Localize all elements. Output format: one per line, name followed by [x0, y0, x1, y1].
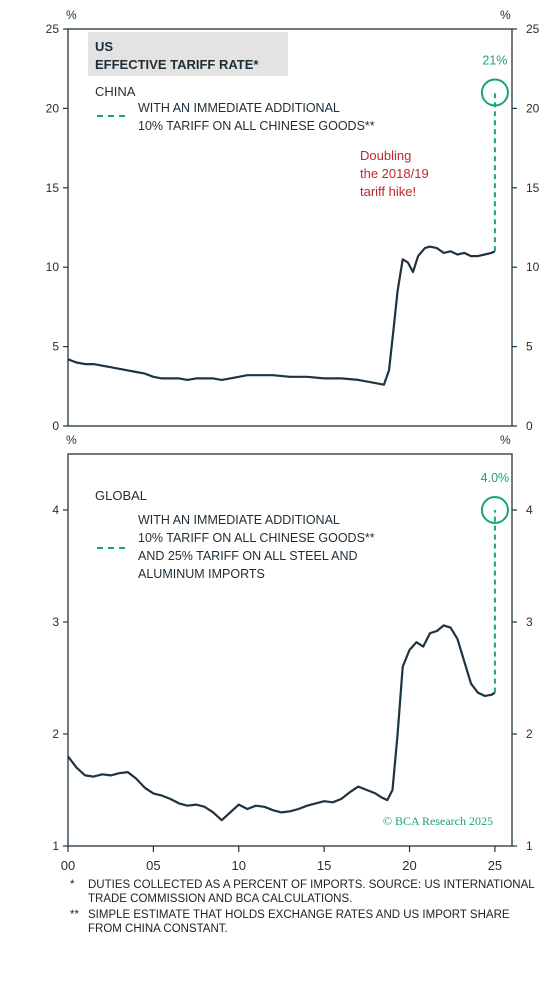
top-ytick-label-left: 25: [46, 22, 60, 36]
xtick-label: 10: [232, 858, 246, 873]
top-legend-line1: WITH AN IMMEDIATE ADDITIONAL: [138, 101, 340, 115]
top-ytick-label-right: 20: [526, 101, 540, 115]
top-ytick-label-right: 5: [526, 340, 533, 354]
footnote-2-text: SIMPLE ESTIMATE THAT HOLDS EXCHANGE RATE…: [88, 909, 510, 935]
callout-line2: the 2018/19: [360, 166, 429, 181]
top-ytick-label-left: 10: [46, 260, 60, 274]
top-panel-label: CHINA: [95, 84, 136, 99]
footnote-2-mark: **: [70, 909, 79, 921]
bottom-ytick-label-right: 2: [526, 727, 533, 741]
footnote-1-text: DUTIES COLLECTED AS A PERCENT OF IMPORTS…: [88, 879, 535, 905]
bottom-endpoint-circle: [480, 496, 509, 524]
top-right-unit: %: [500, 8, 511, 22]
bottom-legend-line1: WITH AN IMMEDIATE ADDITIONAL: [138, 513, 340, 527]
top-ytick-label-left: 0: [52, 419, 59, 433]
chart-title-line2: EFFECTIVE TARIFF RATE*: [95, 57, 259, 72]
xtick-label: 05: [146, 858, 160, 873]
bottom-right-unit: %: [500, 433, 511, 447]
bottom-ytick-label-right: 3: [526, 615, 533, 629]
bottom-ytick-label-left: 3: [52, 615, 59, 629]
bottom-panel-frame: [67, 453, 513, 847]
title-background: [88, 32, 288, 76]
bottom-ytick-label-left: 1: [52, 839, 59, 853]
bottom-ytick-label-left: 2: [52, 727, 59, 741]
bottom-series-line: [67, 624, 496, 822]
top-ytick-label-right: 15: [526, 181, 540, 195]
footnote-1-mark: *: [70, 879, 75, 891]
top-ytick-label-left: 20: [46, 101, 60, 115]
xtick-label: 25: [488, 858, 502, 873]
bottom-legend-line4: ALUMINUM IMPORTS: [138, 567, 265, 581]
top-ytick-label-right: 25: [526, 22, 540, 36]
bottom-panel-label: GLOBAL: [95, 488, 147, 503]
callout-line1: Doubling: [360, 148, 411, 163]
bottom-ytick-label-right: 1: [526, 839, 533, 853]
top-ytick-label-right: 0: [526, 419, 533, 433]
top-legend-line2: 10% TARIFF ON ALL CHINESE GOODS**: [138, 119, 375, 133]
top-left-unit: %: [66, 8, 77, 22]
bottom-ytick-label-left: 4: [52, 503, 59, 517]
bottom-ytick-label-right: 4: [526, 503, 533, 517]
xtick-label: 00: [61, 858, 75, 873]
callout-line3: tariff hike!: [360, 184, 416, 199]
xtick-label: 20: [402, 858, 416, 873]
footnote-2: ** SIMPLE ESTIMATE THAT HOLDS EXCHANGE R…: [70, 908, 540, 936]
footnote-1: * DUTIES COLLECTED AS A PERCENT OF IMPOR…: [70, 878, 540, 906]
top-ytick-label-left: 15: [46, 181, 60, 195]
footnotes: * DUTIES COLLECTED AS A PERCENT OF IMPOR…: [70, 878, 540, 938]
xtick-label: 15: [317, 858, 331, 873]
top-endpoint-circle: [480, 78, 509, 107]
bottom-endpoint-label: 4.0%: [481, 471, 510, 485]
bottom-legend-line3: AND 25% TARIFF ON ALL STEEL AND: [138, 549, 358, 563]
bottom-left-unit: %: [66, 433, 77, 447]
top-ytick-label-right: 10: [526, 260, 540, 274]
top-endpoint-label: 21%: [482, 54, 507, 68]
top-panel-frame: [67, 28, 513, 427]
top-ytick-label-left: 5: [52, 340, 59, 354]
chart-title-line1: US: [95, 39, 113, 54]
source-logo: © BCA Research 2025: [383, 814, 493, 828]
bottom-legend-line2: 10% TARIFF ON ALL CHINESE GOODS**: [138, 531, 375, 545]
top-series-line: [67, 245, 496, 386]
